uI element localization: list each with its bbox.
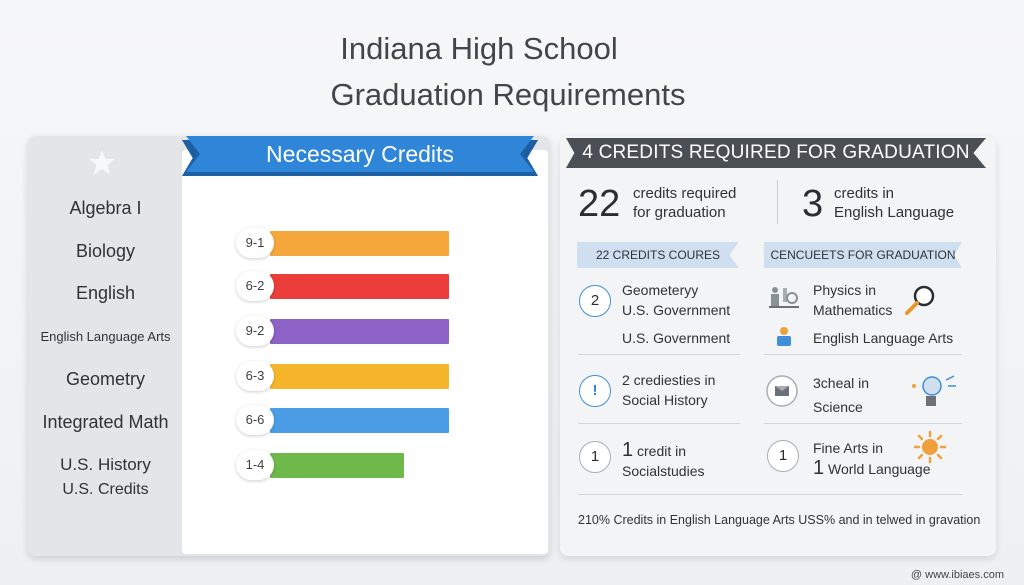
document-icon [766,375,798,407]
title-line-2: Graduation Requirements [330,77,686,112]
subject-integrated-math: Integrated Math [42,412,169,432]
requirements-ribbon [566,138,986,168]
subject-biology: Biology [75,241,136,261]
badge-geometry: 2 [579,285,611,317]
item-social-studies-line2: Socialstudies [622,463,705,479]
title-line-1: Indiana High School [340,31,618,66]
item-geometry-line3: U.S. Government [622,330,731,346]
credit-bar-label: 1-4 [236,450,274,480]
stat-english-text: credits in English Language [834,184,954,222]
item-physics: Physics in Mathematics English Language … [813,280,953,348]
credit-bar [270,319,449,344]
divider [578,354,740,355]
divider [578,494,962,495]
credit-bar [270,364,449,389]
magnifier-icon [905,285,935,315]
stat-divider [777,180,778,224]
item-geometry: Geometeryy U.S. Government U.S. Governme… [622,280,730,348]
item-science-line1: 3cheal in [813,375,870,391]
item-science: 3cheal in Science [813,373,869,417]
badge-social-history: ! [579,375,611,407]
necessary-credits-title: Necessary Credits [266,141,454,167]
item-physics-line3: English Language Arts [813,330,954,346]
credit-bar-row: 6-6 [236,405,486,435]
badge-social-studies: 1 [579,441,611,473]
stat-credits-line2: for graduation [633,204,726,221]
credit-bar-label: 6-6 [236,405,274,435]
subject-us-credits: U.S. Credits [62,481,149,498]
item-social-history: 2 crediesties in Social History [622,370,715,410]
item-geometry-line1: Geometeryy [622,282,699,298]
star-icon [89,150,115,175]
science-tools-icon [769,287,799,308]
reading-person-icon [777,327,791,346]
credits-card [182,150,548,554]
courses-subheader: 22 CREDITS COURES [577,242,739,268]
globe-rocket-icon [912,375,956,406]
credit-bar-label: 6-3 [236,361,274,391]
credit-bar-row: 9-2 [236,316,486,346]
footer-note: 210% Credits in English Language Arts US… [578,513,981,527]
item-social-studies: 1 credit in Socialstudies [622,440,705,481]
item-world-language-line: World Language [828,461,931,477]
requirements-title: 4 CREDITS REQUIRED FOR GRADUATION [582,142,970,163]
credit-bar [270,408,449,433]
credit-bar-row: 6-3 [236,361,486,391]
stat-english-number: 3 [802,183,824,225]
item-social-studies-count: 1 [622,439,634,461]
graduation-subheader: CENCUEETS FOR GRADUATION [764,242,962,268]
subject-english: English [75,283,136,303]
item-science-line2: Science [813,399,863,415]
necessary-credits-ribbon [186,136,534,172]
item-world-language-count: 1 [813,457,825,479]
requirements-panel [560,136,996,556]
item-fine-arts: Fine Arts in 1 World Language [813,438,931,479]
sun-icon [913,430,947,464]
item-physics-line2: Mathematics [813,302,893,318]
credit-bar-row: 9-1 [236,228,486,258]
badge-fine-arts: 1 [767,440,799,472]
item-social-history-line1: 2 crediesties in [622,372,716,388]
subject-ela: English Language Arts [40,329,171,344]
stat-credits-line1: credits required [633,185,737,202]
stat-english-line2: English Language [834,204,955,221]
credit-bar-row: 6-2 [236,271,486,301]
subject-algebra: Algebra I [69,198,142,218]
credit-bar [270,453,404,478]
stat-english-line1: credits in [834,185,895,202]
stat-credits-text: credits required for graduation [633,184,736,222]
watermark: @ www.ibiaes.com [910,569,1004,581]
credit-bar [270,274,449,299]
credit-bar-label: 9-2 [236,316,274,346]
item-social-studies-line1: credit in [637,443,687,459]
credit-bar-label: 9-1 [236,228,274,258]
divider [764,354,962,355]
credit-bar-label: 6-2 [236,271,274,301]
subject-geometry: Geometry [65,369,146,389]
item-geometry-line2: U.S. Government [622,302,731,318]
item-social-history-line2: Social History [622,392,708,408]
subject-us-history: U.S. History [60,455,151,474]
page-title: Indiana High School Graduation Requireme… [0,26,1024,118]
divider [764,423,962,424]
item-physics-line1: Physics in [813,282,877,298]
credit-bar-row: 1-4 [236,450,486,480]
divider [578,423,740,424]
credit-bar [270,231,449,256]
stat-credits-number: 22 [578,183,621,225]
item-fine-arts-line1: Fine Arts in [813,440,884,456]
